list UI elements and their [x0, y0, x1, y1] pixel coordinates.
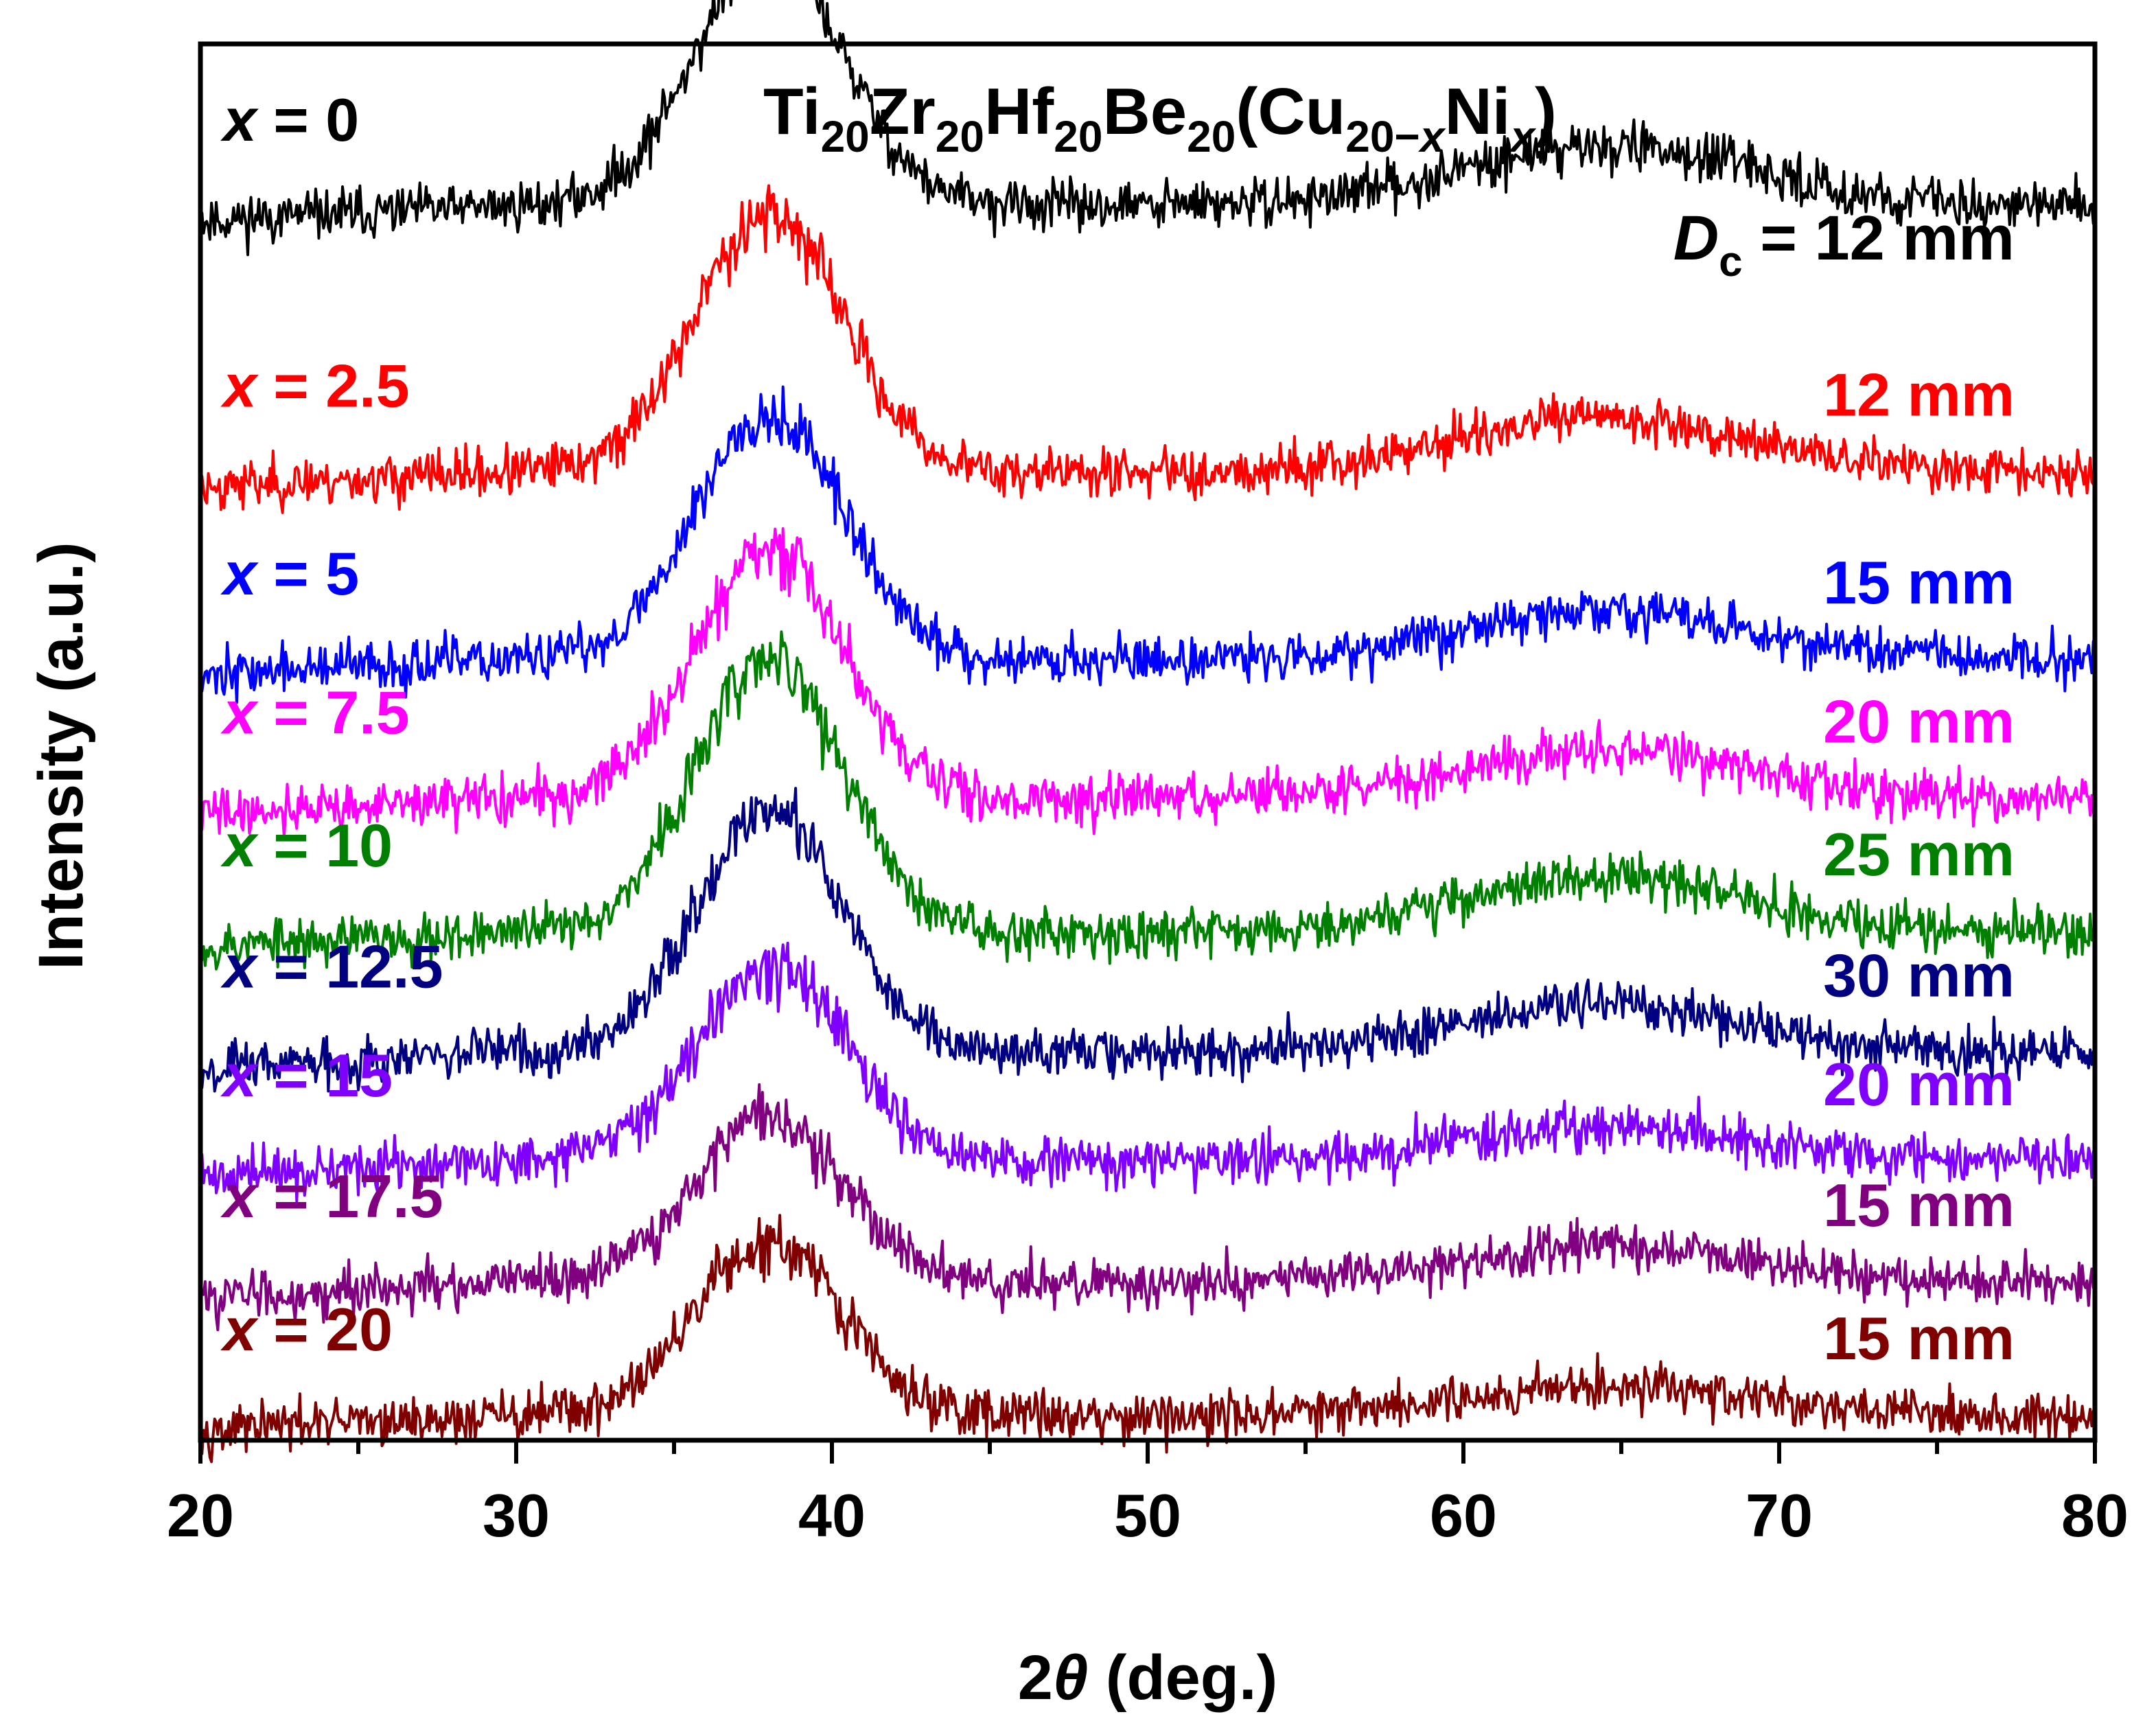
series-label-0: x = 0 — [220, 86, 359, 154]
x-tick-label: 60 — [1430, 1481, 1497, 1549]
x-tick-label: 80 — [2061, 1481, 2129, 1549]
series-line-2 — [199, 385, 2096, 704]
x-tick-label: 30 — [483, 1481, 550, 1549]
series-line-3 — [199, 527, 2096, 838]
series-dc-label-4: 25 mm — [1823, 820, 2015, 888]
series-dc-label-3: 20 mm — [1823, 687, 2015, 755]
series-line-1 — [199, 184, 2096, 514]
y-axis-label: Intensity (a.u.) — [26, 542, 96, 970]
series-dc-label-8: 15 mm — [1823, 1304, 2015, 1372]
series-dc-label-1: 12 mm — [1823, 361, 2015, 429]
series-label-1: x = 2.5 — [220, 352, 410, 420]
series-line-0 — [199, 0, 2096, 257]
dc-header: Dc = 12 mm — [1673, 203, 2015, 286]
x-tick-label: 40 — [798, 1481, 866, 1549]
series-dc-label-5: 30 mm — [1823, 941, 2015, 1009]
series-label-4: x = 10 — [220, 811, 393, 879]
series-line-7 — [199, 1083, 2096, 1332]
x-axis-label: 2θ (deg.) — [1018, 1643, 1277, 1713]
series-dc-label-7: 15 mm — [1823, 1171, 2015, 1239]
series-dc-label-6: 20 mm — [1823, 1050, 2015, 1118]
series-line-6 — [199, 941, 2096, 1203]
series-label-3: x = 7.5 — [220, 678, 410, 746]
x-tick-label: 20 — [167, 1481, 234, 1549]
series-line-5 — [199, 787, 2096, 1093]
series-line-8 — [200, 1214, 2096, 1464]
x-tick-label: 70 — [1746, 1481, 1813, 1549]
series-label-7: x = 17.5 — [220, 1162, 443, 1230]
x-tick-label: 50 — [1114, 1481, 1181, 1549]
series-label-6: x = 15 — [220, 1041, 393, 1109]
x-ticks-group: 20 30 40 50 60 70 80 — [167, 1440, 2129, 1549]
chart-title: Ti20Zr20Hf20Be20(Cu20−xNix) — [763, 75, 1557, 161]
labels-group: x = 0 x = 2.5 12 mm x = 5 15 mm x = 7.5 20 mm x… — [26, 75, 2015, 1713]
series-dc-label-2: 15 mm — [1823, 549, 2015, 616]
series-label-5: x = 12.5 — [220, 932, 443, 1000]
series-label-2: x = 5 — [220, 540, 359, 608]
series-line-4 — [199, 630, 2096, 971]
curves-group — [199, 0, 2096, 1464]
series-label-8: x = 20 — [220, 1295, 393, 1363]
